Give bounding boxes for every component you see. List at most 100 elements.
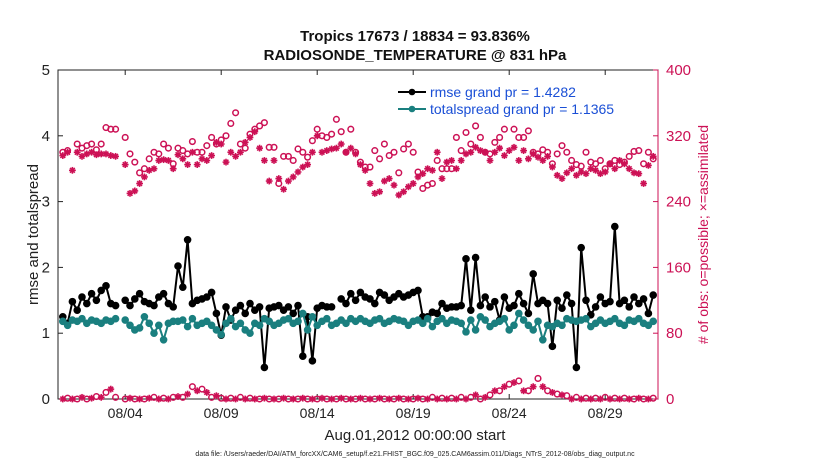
- obs_assimilated-point: [265, 177, 273, 185]
- rmse-point: [510, 301, 518, 310]
- obs_possible-point: [385, 151, 393, 160]
- obs_assimilated-point: [649, 152, 657, 160]
- obs_possible_low-point: [486, 391, 494, 399]
- obs_possible-point: [121, 133, 129, 141]
- rmse-point: [92, 296, 101, 305]
- obs_assimilated-point-d2: [549, 164, 556, 171]
- obs_assimilated-point: [645, 162, 652, 169]
- obs_possible-point: [467, 140, 475, 148]
- obs_possible-point: [304, 153, 312, 161]
- obs_possible_low-point: [371, 395, 379, 403]
- obs_assimilated-point-d2: [151, 165, 157, 172]
- obs_possible_low-point: [524, 387, 532, 395]
- rmse-point: [111, 301, 120, 310]
- obs_assimilated-point-d2: [107, 152, 114, 159]
- obs_assimilated-point: [453, 165, 460, 173]
- obs_assimilated-point-d2: [559, 175, 565, 182]
- rmse-point: [371, 299, 379, 308]
- obs_assimilated-point-d2: [650, 153, 657, 160]
- obs_assimilated-point-d2: [261, 157, 268, 164]
- rmse-point: [462, 255, 470, 263]
- obs_assimilated-point: [520, 147, 527, 155]
- obs_possible_low-point: [592, 394, 600, 402]
- obs_possible_low-point: [188, 383, 196, 391]
- obs_assimilated-point: [491, 148, 499, 156]
- obs_assimilated-point: [544, 152, 551, 160]
- obs_possible-point: [568, 156, 576, 165]
- obs_assimilated-point: [313, 132, 321, 140]
- totalspread-point: [246, 329, 254, 338]
- obs_assimilated-point: [496, 144, 503, 152]
- obs_possible_low-point-d2: [367, 396, 373, 402]
- rmse-point: [639, 295, 648, 303]
- obs_possible_low-point: [227, 394, 235, 402]
- obs_assimilated-point-d2: [194, 161, 201, 168]
- obs_assimilated-point-d2: [501, 152, 508, 159]
- obs_assimilated-point-d2: [112, 153, 119, 160]
- obs_assimilated-point: [337, 140, 345, 148]
- totalspread-point: [313, 321, 322, 330]
- obs_possible-point: [524, 127, 532, 135]
- obs_possible_low-point-d2: [175, 393, 181, 400]
- totalspread-point: [255, 321, 264, 330]
- obs_possible_low-point: [438, 394, 446, 402]
- obs_assimilated-point: [361, 166, 369, 174]
- totalspread-point: [539, 335, 547, 344]
- obs_possible_low-point: [64, 394, 72, 402]
- rmse-point: [515, 289, 523, 298]
- obs_assimilated-point: [64, 148, 71, 156]
- obs_assimilated-point-d2: [271, 157, 277, 164]
- obs_possible-point: [208, 133, 216, 141]
- totalspread-point: [217, 330, 225, 339]
- obs_assimilated-point-d2: [338, 141, 345, 147]
- rmse-point: [438, 299, 446, 308]
- rmse-point: [558, 304, 566, 312]
- obs_assimilated-point: [366, 180, 374, 187]
- obs_possible-point: [284, 152, 292, 160]
- obs_assimilated-point-d2: [554, 172, 561, 179]
- y-right-tick-label: 0: [666, 391, 674, 408]
- obs_assimilated-point: [381, 177, 388, 185]
- obs_possible_low-point: [539, 383, 547, 391]
- rmse-point: [591, 303, 600, 311]
- rmse-point: [467, 306, 475, 314]
- obs_possible-point: [553, 150, 561, 158]
- obs_assimilated-point-d2: [448, 157, 455, 164]
- obs_possible_low-point-d2: [280, 395, 287, 402]
- rmse-point: [351, 296, 360, 305]
- obs_possible-point: [376, 155, 384, 163]
- obs_assimilated-point-d2: [539, 157, 546, 164]
- y-right-tick-label: 320: [666, 128, 691, 145]
- rmse-point: [327, 303, 336, 311]
- totalspread-point: [519, 316, 528, 324]
- totalspread-point: [399, 317, 408, 326]
- obs_assimilated-point: [126, 189, 134, 197]
- rmse-point: [102, 282, 110, 290]
- obs_possible_low-point-d2: [271, 396, 277, 402]
- obs_possible_low-point: [366, 395, 374, 403]
- obs_assimilated-point-d2: [343, 149, 349, 156]
- obs_possible_low-point: [352, 395, 360, 403]
- obs_assimilated-point: [582, 170, 590, 178]
- obs_assimilated-point-d2: [419, 170, 426, 177]
- obs_possible_low-point: [169, 393, 177, 401]
- obs_possible-point: [452, 133, 460, 141]
- obs_possible-point: [500, 125, 508, 133]
- totalspread-point: [462, 328, 470, 336]
- totalspread-point: [63, 321, 72, 330]
- obs_assimilated-point: [616, 157, 623, 164]
- obs_assimilated-point: [357, 161, 364, 168]
- rmse-point: [169, 303, 177, 311]
- legend-box: [392, 82, 650, 116]
- rmse-point: [231, 306, 240, 314]
- obs_assimilated-point-d2: [607, 160, 613, 167]
- totalspread-point: [212, 326, 221, 334]
- obs_assimilated-point: [193, 161, 201, 168]
- obs_assimilated-point-d2: [511, 144, 517, 151]
- obs_possible_low-point-d2: [549, 389, 556, 396]
- obs_possible-point: [625, 152, 633, 160]
- obs_assimilated-point: [73, 148, 81, 156]
- obs_possible_low-point-d2: [626, 396, 633, 402]
- obs_possible-point: [438, 165, 446, 173]
- totalspread-point: [188, 314, 197, 323]
